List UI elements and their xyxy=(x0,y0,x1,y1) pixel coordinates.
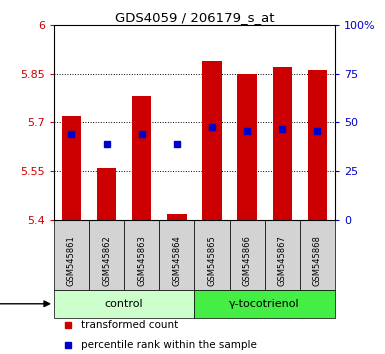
Bar xyxy=(97,168,116,220)
Text: transformed count: transformed count xyxy=(80,320,178,330)
Text: GSM545861: GSM545861 xyxy=(67,235,76,286)
Text: GSM545865: GSM545865 xyxy=(208,235,216,286)
Bar xyxy=(132,96,151,220)
Bar xyxy=(273,67,292,220)
Bar xyxy=(194,290,335,318)
Bar xyxy=(194,220,229,290)
Bar xyxy=(229,220,265,290)
Text: GSM545867: GSM545867 xyxy=(278,235,287,286)
Text: percentile rank within the sample: percentile rank within the sample xyxy=(80,339,256,350)
Bar xyxy=(308,70,327,220)
Bar xyxy=(167,214,186,220)
Bar xyxy=(54,290,194,318)
Bar xyxy=(238,74,257,220)
Bar xyxy=(89,220,124,290)
Text: γ-tocotrienol: γ-tocotrienol xyxy=(229,299,300,309)
Bar xyxy=(124,220,159,290)
Text: GSM545864: GSM545864 xyxy=(172,235,181,286)
Bar xyxy=(203,61,222,220)
Bar xyxy=(159,220,194,290)
Text: agent: agent xyxy=(0,299,50,309)
Title: GDS4059 / 206179_s_at: GDS4059 / 206179_s_at xyxy=(115,11,274,24)
Bar xyxy=(62,116,81,220)
Text: GSM545866: GSM545866 xyxy=(243,235,252,286)
Text: GSM545862: GSM545862 xyxy=(102,235,111,286)
Text: GSM545868: GSM545868 xyxy=(313,235,322,286)
Text: control: control xyxy=(105,299,144,309)
Bar xyxy=(300,220,335,290)
Bar xyxy=(264,220,300,290)
Text: GSM545863: GSM545863 xyxy=(137,235,146,286)
Bar xyxy=(54,220,89,290)
